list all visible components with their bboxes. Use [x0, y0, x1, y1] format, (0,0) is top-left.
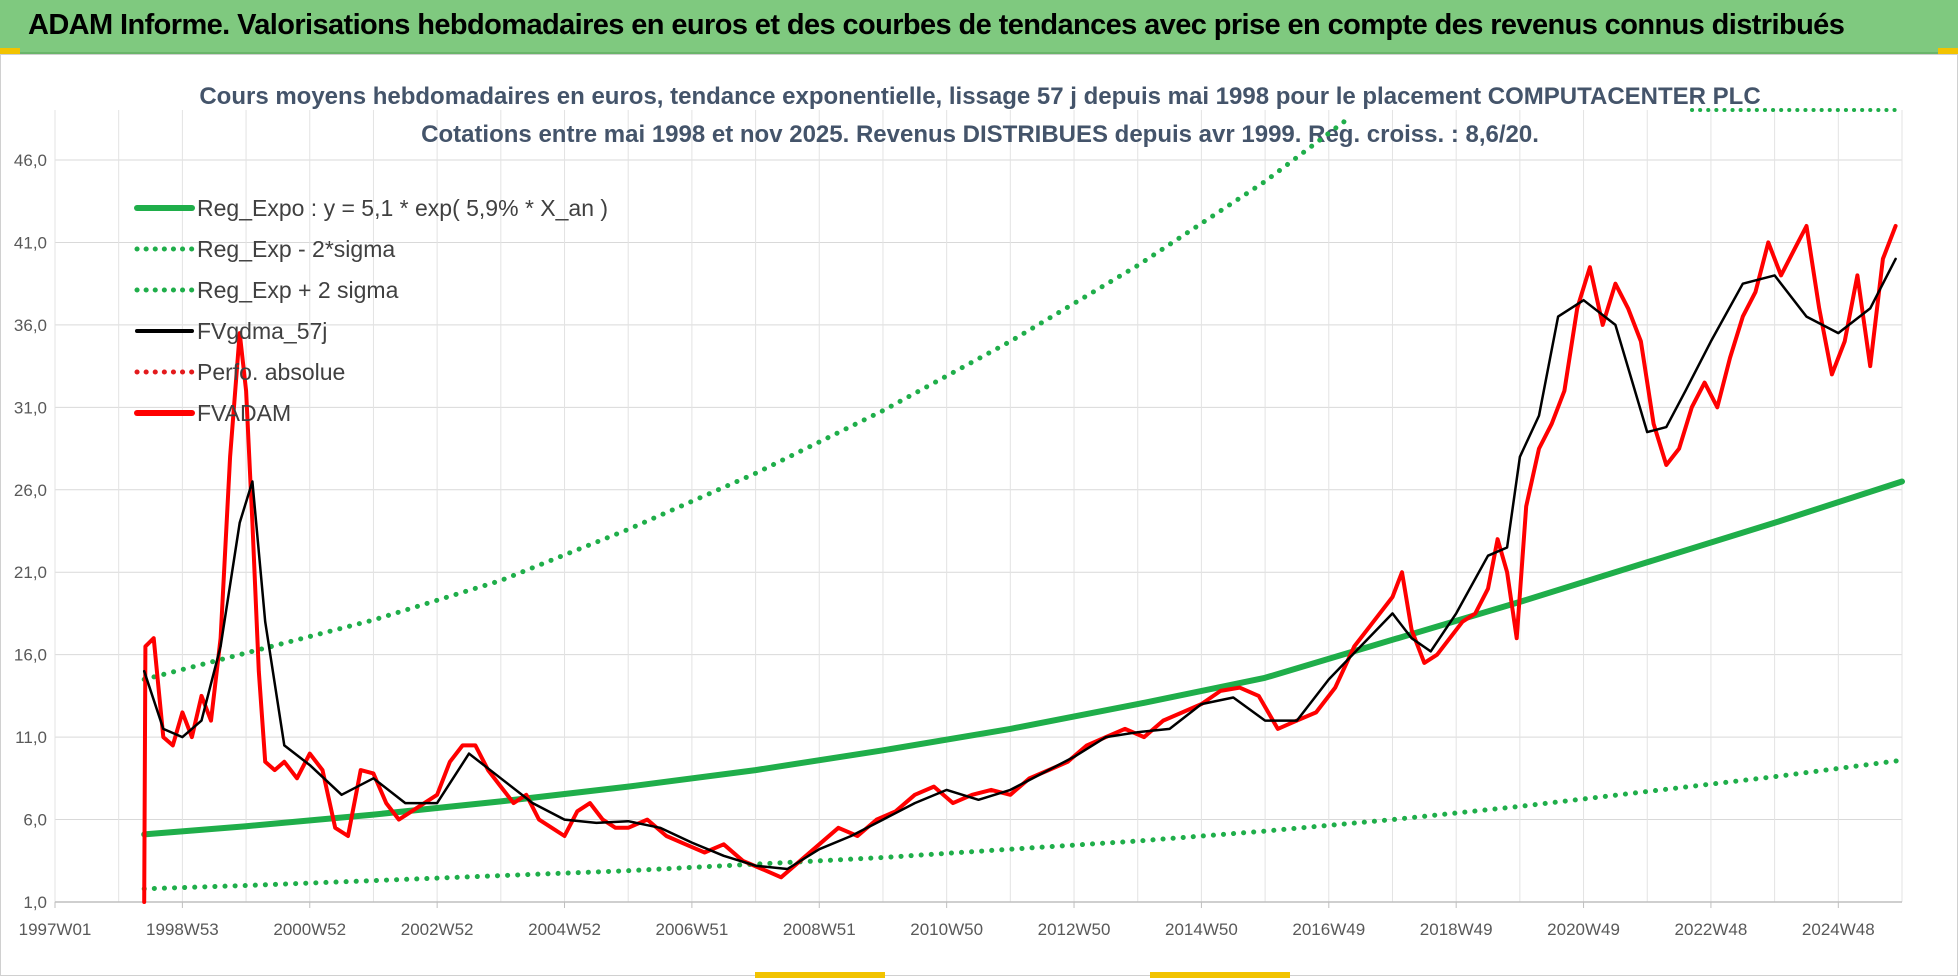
series-line-low — [141, 757, 1905, 892]
y-tick-label: 6,0 — [23, 811, 47, 830]
x-tick-label: 2004W52 — [528, 920, 601, 939]
y-tick-label: 41,0 — [14, 233, 47, 252]
x-tick-label: 1997W01 — [19, 920, 92, 939]
y-tick-label: 11,0 — [15, 728, 47, 747]
chart-series — [141, 116, 1905, 904]
series-line-fv — [142, 224, 1898, 904]
chart-subtitle-line2: Cotations entre mai 1998 et nov 2025. Re… — [421, 121, 1539, 148]
x-tick-label: 2022W48 — [1675, 920, 1748, 939]
y-tick-label: 1,0 — [23, 893, 47, 912]
report-title: ADAM Informe. Valorisations hebdomadaire… — [28, 9, 1845, 41]
legend-label-high: Reg_Exp + 2 sigma — [197, 277, 399, 303]
x-tick-label: 1998W53 — [146, 920, 219, 939]
series-line-smooth — [142, 257, 1897, 871]
x-tick-label: 2014W50 — [1165, 920, 1238, 939]
chart-grid — [54, 110, 1903, 903]
legend-label-reg: Reg_Expo : y = 5,1 * exp( 5,9% * X_an ) — [197, 195, 608, 221]
header-accent-right — [1938, 48, 1958, 54]
header-accent-left — [0, 48, 20, 54]
y-tick-label: 26,0 — [14, 481, 47, 500]
bottom-accent-right — [1150, 972, 1290, 978]
x-tick-label: 2018W49 — [1420, 920, 1493, 939]
series-line-high — [141, 116, 1351, 682]
y-tick-label: 36,0 — [14, 316, 47, 335]
report-header: ADAM Informe. Valorisations hebdomadaire… — [0, 0, 1958, 54]
y-axis-ticks: 1,0 6,0 11,0 16,0 21,0 26,0 31,0 36,0 41,0 46,0 — [14, 151, 47, 912]
y-tick-label: 21,0 — [14, 563, 47, 582]
x-tick-label: 2024W48 — [1802, 920, 1875, 939]
y-tick-label: 16,0 — [14, 646, 47, 665]
x-tick-label: 2008W51 — [783, 920, 856, 939]
x-axis-ticks: 1997W01 1998W53 2000W52 2002W52 2004W52 2006W… — [19, 902, 1875, 939]
chart-subtitle-line1: Cours moyens hebdomadaires en euros, ten… — [199, 83, 1760, 110]
x-tick-label: 2002W52 — [401, 920, 474, 939]
legend-label-smooth: FVgdma_57j — [197, 318, 327, 344]
legend-label-low: Reg_Exp - 2*sigma — [197, 236, 395, 262]
x-tick-label: 2020W49 — [1547, 920, 1620, 939]
x-tick-label: 2012W50 — [1038, 920, 1111, 939]
x-tick-label: 2010W50 — [910, 920, 983, 939]
chart-legend: Reg_Expo : y = 5,1 * exp( 5,9% * X_an ) R… — [134, 195, 608, 426]
x-tick-label: 2006W51 — [656, 920, 729, 939]
x-tick-label: 2000W52 — [273, 920, 346, 939]
x-tick-label: 2016W49 — [1292, 920, 1365, 939]
y-tick-label: 46,0 — [14, 151, 47, 170]
legend-label-fv: FVADAM — [197, 400, 291, 426]
legend-label-perf: Perfo. absolue — [197, 359, 345, 385]
y-tick-label: 31,0 — [14, 398, 47, 417]
bottom-accent-left — [755, 972, 885, 978]
